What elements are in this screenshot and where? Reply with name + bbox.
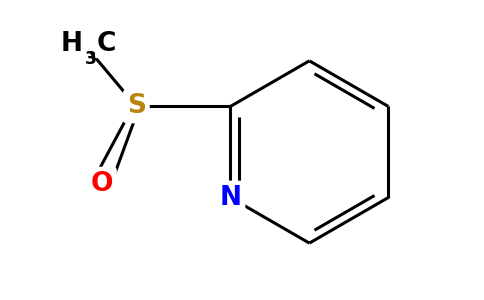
Text: S: S bbox=[127, 93, 146, 119]
Text: 3: 3 bbox=[85, 50, 96, 68]
Text: H: H bbox=[60, 31, 83, 57]
Text: C: C bbox=[96, 31, 116, 57]
Text: O: O bbox=[91, 171, 113, 197]
Text: N: N bbox=[219, 184, 242, 211]
